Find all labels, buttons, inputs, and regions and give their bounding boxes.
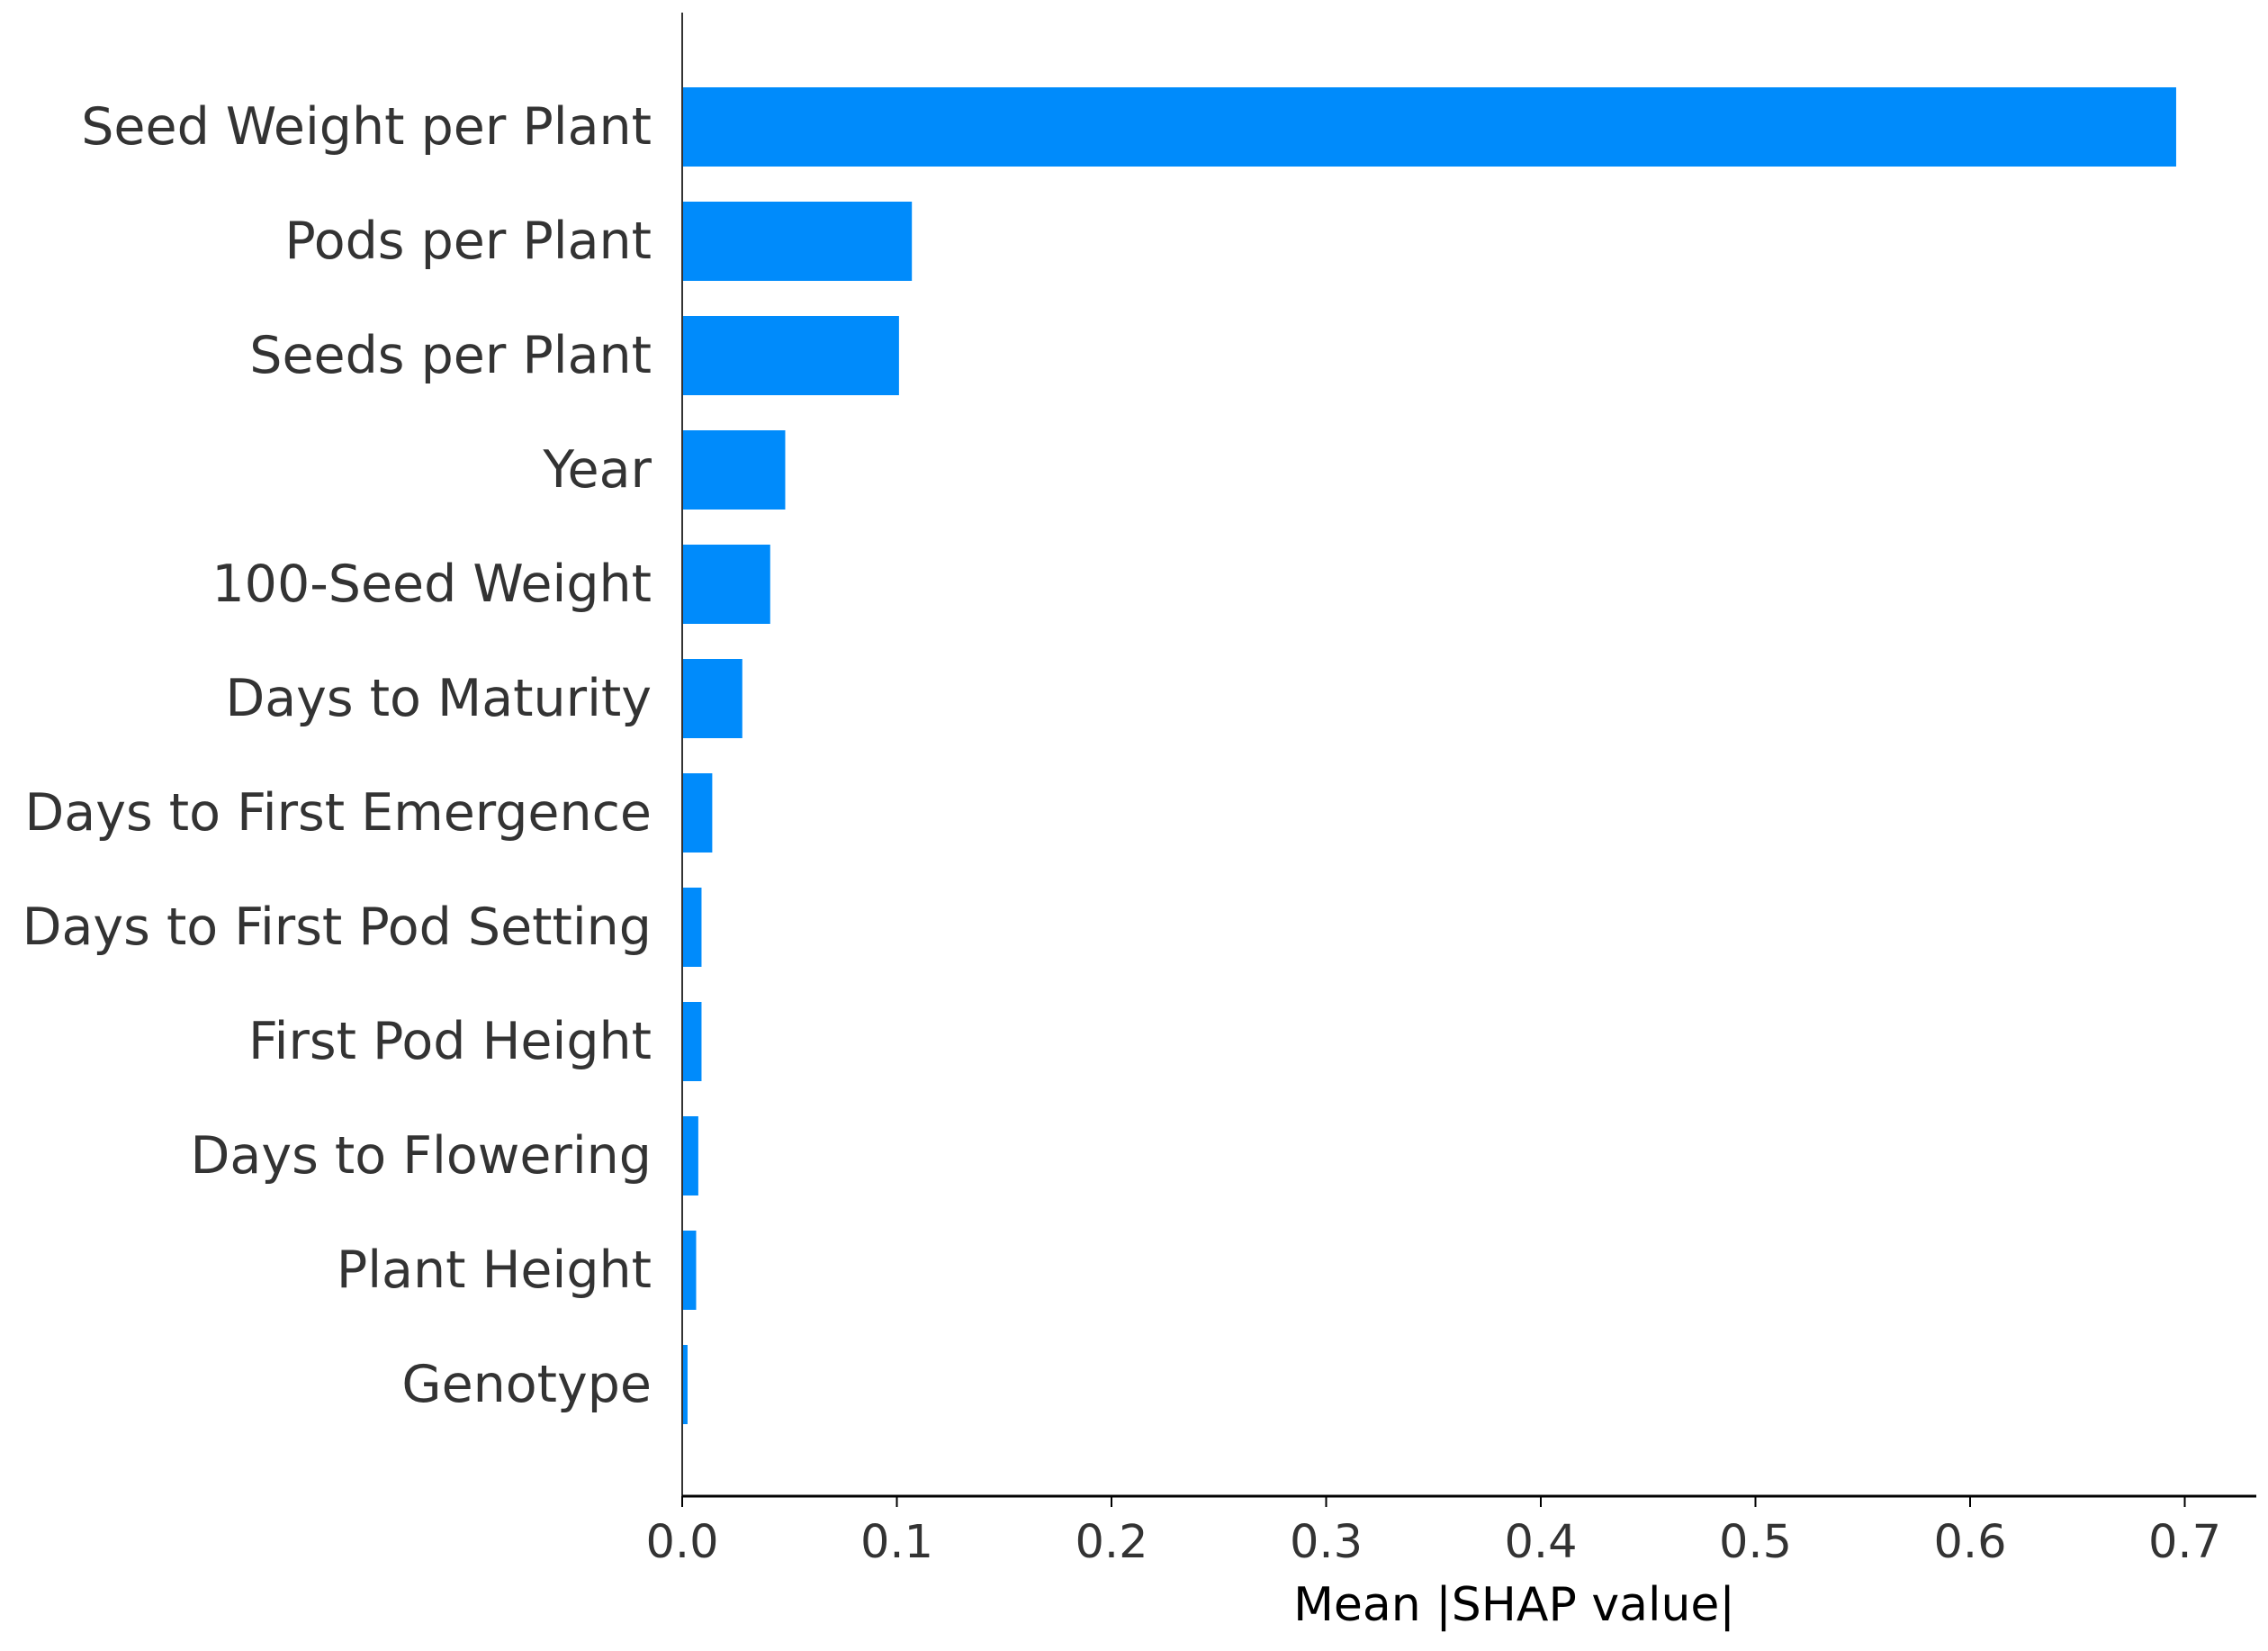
x-tick-label: 0.1 [860, 1516, 933, 1569]
bar [682, 316, 899, 395]
category-label: Seed Weight per Plant [81, 97, 652, 157]
bar [682, 87, 2176, 167]
x-tick-label: 0.2 [1075, 1516, 1148, 1569]
category-label: 100-Seed Weight [212, 555, 652, 614]
x-axis-ticks: 0.0 0.1 0.2 0.3 0.4 0.5 0.6 0.7 [645, 1496, 2221, 1569]
category-label: Plant Height [337, 1241, 652, 1300]
x-tick-label: 0.3 [1290, 1516, 1363, 1569]
bar [682, 430, 786, 510]
x-tick-label: 0.6 [1933, 1516, 2006, 1569]
category-label: First Pod Height [248, 1012, 652, 1071]
x-tick-label: 0.0 [645, 1516, 718, 1569]
category-label: Days to First Emergence [24, 783, 652, 843]
bar [682, 202, 913, 281]
bar [682, 773, 713, 853]
x-tick-label: 0.4 [1504, 1516, 1577, 1569]
category-label: Year [542, 440, 652, 500]
bar [682, 545, 770, 624]
bar [682, 1231, 697, 1310]
bar [682, 1002, 702, 1081]
bar [682, 1345, 688, 1424]
category-label: Genotype [401, 1355, 652, 1414]
bar [682, 888, 702, 967]
bars-group [682, 87, 2176, 1424]
x-tick-label: 0.7 [2148, 1516, 2221, 1569]
category-label: Days to Flowering [191, 1126, 652, 1186]
category-labels: Seed Weight per Plant Pods per Plant Seeds… [22, 97, 652, 1414]
category-label: Days to Maturity [225, 669, 652, 728]
category-label: Pods per Plant [284, 212, 652, 271]
x-axis-title: Mean |SHAP value| [1293, 1578, 1735, 1632]
bar [682, 659, 742, 738]
x-tick-label: 0.5 [1719, 1516, 1792, 1569]
bar [682, 1116, 698, 1195]
category-label: Days to First Pod Setting [22, 898, 652, 957]
category-label: Seeds per Plant [249, 326, 652, 385]
